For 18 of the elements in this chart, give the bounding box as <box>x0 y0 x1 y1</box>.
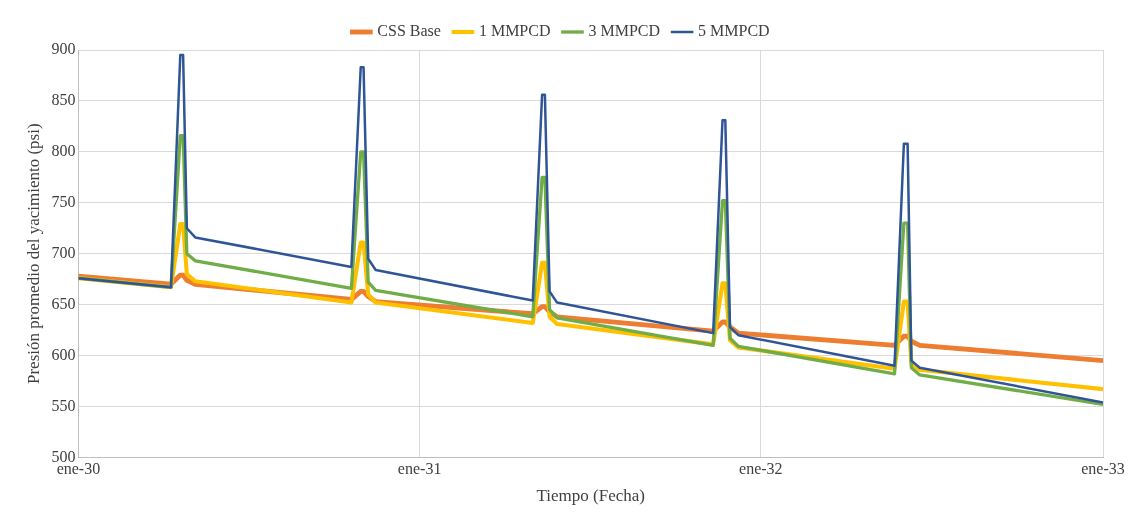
x-tick-label: ene-33 <box>1081 460 1125 478</box>
y-tick-label: 550 <box>51 396 76 414</box>
y-tick-label: 750 <box>51 192 76 210</box>
y-tick-label: 500 <box>51 447 76 465</box>
legend-label: 1 MMPCD <box>478 22 551 40</box>
legend-label: 5 MMPCD <box>698 22 770 40</box>
y-tick-label: 900 <box>51 40 76 58</box>
y-tick-label: 700 <box>51 243 76 261</box>
legend-label: CSS Base <box>377 22 441 40</box>
x-tick-label: ene-32 <box>739 460 783 478</box>
x-tick-label: ene-31 <box>397 460 442 478</box>
y-tick-label: 800 <box>51 142 76 160</box>
y-tick-label: 650 <box>51 294 76 312</box>
legend-label: 3 MMPCD <box>588 22 661 40</box>
x-axis-title: Tiempo (Fecha) <box>536 486 645 506</box>
y-axis-title: Presión promedio del yacimiento (psi) <box>23 123 43 385</box>
y-tick-label: 850 <box>51 91 76 109</box>
y-tick-label: 600 <box>51 345 76 363</box>
